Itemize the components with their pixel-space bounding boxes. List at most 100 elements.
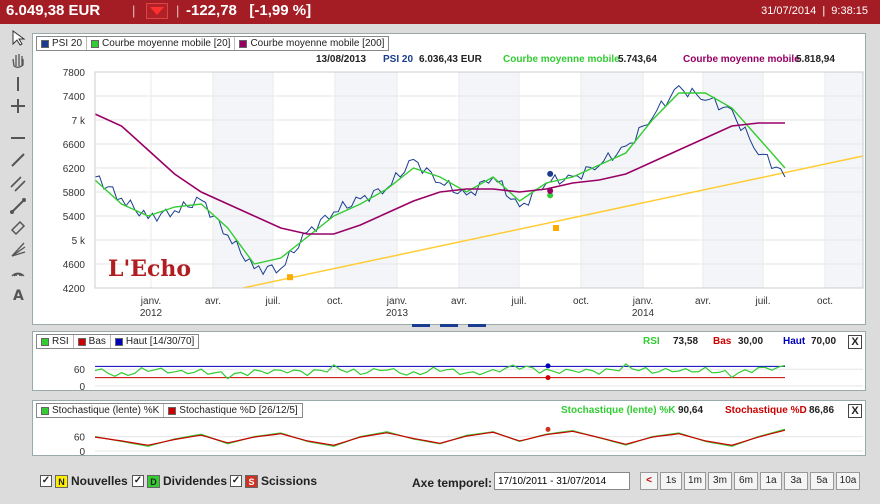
legend-item-rsi[interactable]: RSI <box>37 335 74 348</box>
psi-cursor-value: 6.036,43 EUR <box>419 54 482 65</box>
legend-item-psi20[interactable]: PSI 20 <box>37 37 88 50</box>
toggle-dividendes[interactable]: ✓ D Dividendes <box>132 474 227 488</box>
y-tick-label: 0 <box>79 382 85 390</box>
parallel-lines-tool-icon[interactable] <box>8 174 28 194</box>
horizontal-line-tool-icon[interactable] <box>8 128 28 148</box>
legend-item-stoch-d[interactable]: Stochastique %D [26/12/5] <box>164 404 301 417</box>
rsi-legend: RSI Bas Haut [14/30/70] <box>36 334 200 349</box>
y-tick-label: 5800 <box>63 188 86 199</box>
time-axis-label: Axe temporel: <box>412 476 493 490</box>
close-stoch-button[interactable]: X <box>848 404 862 418</box>
checkbox-checked-icon[interactable]: ✓ <box>230 475 242 487</box>
legend-label: Courbe moyenne mobile [20] <box>102 38 231 49</box>
split-tag-icon: S <box>245 474 258 488</box>
legend-label: Courbe moyenne mobile [200] <box>250 38 385 49</box>
last-price: 6.049,38 EUR <box>6 2 101 19</box>
y-tick-label: 4600 <box>63 260 86 271</box>
channel-tool-icon[interactable] <box>8 218 28 238</box>
main-price-chart[interactable]: 7800 7400 7 k 6600 6200 5800 5400 5 k 4600 4200 ja… <box>33 66 865 324</box>
toggle-label: Dividendes <box>163 474 228 488</box>
price-change: -122,78 [-1,99 %] <box>186 2 311 19</box>
pointer-tool-icon[interactable] <box>8 28 28 48</box>
series-line-ma200 <box>94 113 785 235</box>
legend-swatch <box>41 39 49 48</box>
stoch-d-label: Stochastique %D <box>725 405 807 416</box>
text-tool-icon[interactable]: A <box>8 284 28 304</box>
year-tick-label: 2013 <box>386 308 409 319</box>
dividend-tag-icon: D <box>147 474 160 488</box>
x-tick-label: janv. <box>386 296 407 307</box>
x-tick-label: oct. <box>817 296 833 307</box>
crosshair-tool-icon[interactable] <box>8 96 28 116</box>
stochastic-chart[interactable]: 600 <box>33 423 865 455</box>
chart-band <box>703 72 763 288</box>
period-button-1s[interactable]: 1s <box>660 472 682 490</box>
year-tick-label: 2012 <box>140 308 163 319</box>
scroll-indicator[interactable] <box>412 324 488 327</box>
cursor-date: 13/08/2013 <box>316 54 367 65</box>
year-tick-label: 2014 <box>632 308 655 319</box>
period-button-back[interactable]: < <box>640 472 658 490</box>
stoch-k-label: Stochastique (lente) %K <box>561 405 676 416</box>
ma200-value: 5.818,94 <box>796 54 835 65</box>
legend-item-ma200[interactable]: Courbe moyenne mobile [200] <box>235 37 388 50</box>
fan-tool-icon[interactable] <box>8 240 28 260</box>
news-tag-icon: N <box>55 474 68 488</box>
legend-item-bas[interactable]: Bas <box>74 335 111 348</box>
series-line-ma20 <box>94 92 786 265</box>
vertical-line-tool-icon[interactable] <box>8 74 28 94</box>
support-trendline <box>242 155 864 289</box>
period-button-1a[interactable]: 1a <box>760 472 782 490</box>
arc-tool-icon[interactable] <box>8 262 28 282</box>
bas-label: Bas <box>713 336 732 347</box>
segment-tool-icon[interactable] <box>8 196 28 216</box>
y-tick-label: 7800 <box>63 68 86 79</box>
legend-item-ma20[interactable]: Courbe moyenne mobile [20] <box>87 37 236 50</box>
period-button-6m[interactable]: 6m <box>734 472 758 490</box>
stoch-d-value: 86,86 <box>809 405 835 416</box>
trendline-handle <box>287 274 293 281</box>
osc-series-0 <box>94 363 786 380</box>
period-button-5a[interactable]: 5a <box>810 472 834 490</box>
legend-swatch <box>41 337 49 346</box>
legend-item-haut[interactable]: Haut [14/30/70] <box>111 335 198 348</box>
y-tick-label: 7400 <box>63 92 86 103</box>
y-tick-label: 5400 <box>63 212 86 223</box>
rsi-chart[interactable]: 60 0 <box>33 354 865 390</box>
x-tick-label: avr. <box>451 296 467 307</box>
chart-band <box>825 72 863 288</box>
time-range-input[interactable] <box>494 472 630 490</box>
trendline-tool-icon[interactable] <box>8 150 28 170</box>
pan-hand-icon[interactable] <box>8 50 28 70</box>
period-button-3m[interactable]: 3m <box>708 472 732 490</box>
y-tick-label: 4200 <box>63 284 86 295</box>
period-button-1m[interactable]: 1m <box>684 472 706 490</box>
series-line-psi20 <box>94 85 786 276</box>
rsi-value: 73,58 <box>673 336 699 347</box>
close-rsi-button[interactable]: X <box>848 335 862 349</box>
rsi-panel: RSI Bas Haut [14/30/70] RSI 73,58 Bas 30… <box>32 331 866 391</box>
svg-text:A: A <box>13 288 24 304</box>
x-tick-label: janv. <box>140 296 161 307</box>
legend-label: Bas <box>88 336 106 347</box>
y-tick-label: 6600 <box>63 140 86 151</box>
toggle-nouvelles[interactable]: ✓ N Nouvelles <box>40 474 128 488</box>
toggle-scissions[interactable]: ✓ S Scissions <box>230 474 317 488</box>
legend-label: Stochastique (lente) %K <box>52 405 160 416</box>
y-tick-label: 5 k <box>72 236 86 247</box>
drawing-toolbar: A <box>4 28 30 308</box>
stoch-legend: Stochastique (lente) %K Stochastique %D … <box>36 403 303 418</box>
legend-swatch <box>91 39 100 48</box>
legend-item-stoch-k[interactable]: Stochastique (lente) %K <box>37 404 165 417</box>
lecho-logo: L'Echo <box>108 256 192 282</box>
ma200-label: Courbe moyenne mobile <box>683 54 800 65</box>
checkbox-checked-icon[interactable]: ✓ <box>40 475 52 487</box>
x-tick-label: juil. <box>510 296 526 307</box>
legend-label: Haut [14/30/70] <box>125 336 195 347</box>
period-button-10a[interactable]: 10a <box>836 472 860 490</box>
checkbox-checked-icon[interactable]: ✓ <box>132 475 144 487</box>
period-button-3a[interactable]: 3a <box>784 472 808 490</box>
y-tick-label: 6200 <box>63 164 86 175</box>
legend-swatch <box>168 406 177 415</box>
